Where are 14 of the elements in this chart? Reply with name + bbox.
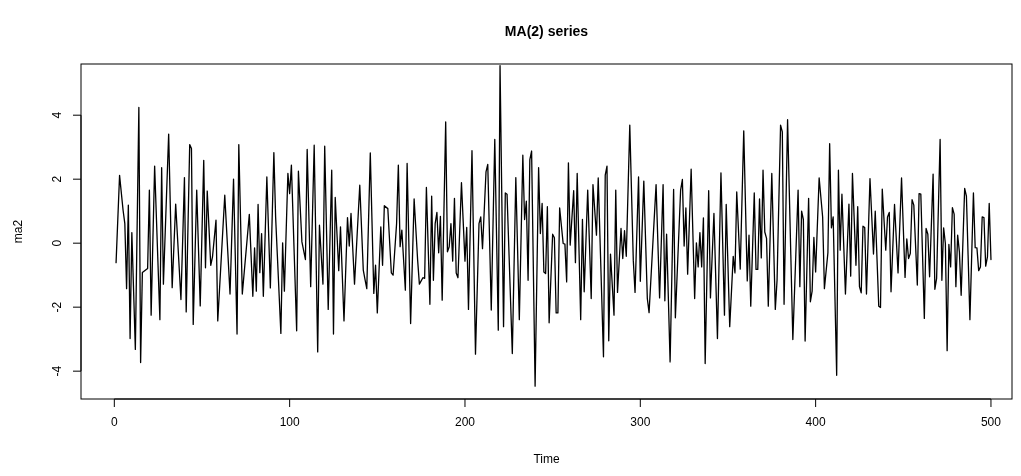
y-tick-label: -4	[50, 365, 64, 377]
x-tick-label: 200	[454, 415, 476, 429]
y-tick-label: 4	[50, 111, 64, 119]
y-tick-label: 0	[50, 239, 64, 247]
x-tick-label: 100	[279, 415, 300, 429]
x-axis-title: Time	[533, 452, 560, 466]
x-tick-label: 300	[630, 415, 651, 429]
x-tick-label: 0	[110, 415, 118, 429]
chart-title: MA(2) series	[504, 23, 589, 39]
x-tick-label: 400	[805, 415, 826, 429]
y-tick-label: 2	[50, 175, 64, 183]
y-axis-title: ma2	[11, 219, 25, 244]
y-tick-label: -2	[50, 301, 64, 313]
x-tick-label: 500	[980, 415, 1002, 429]
